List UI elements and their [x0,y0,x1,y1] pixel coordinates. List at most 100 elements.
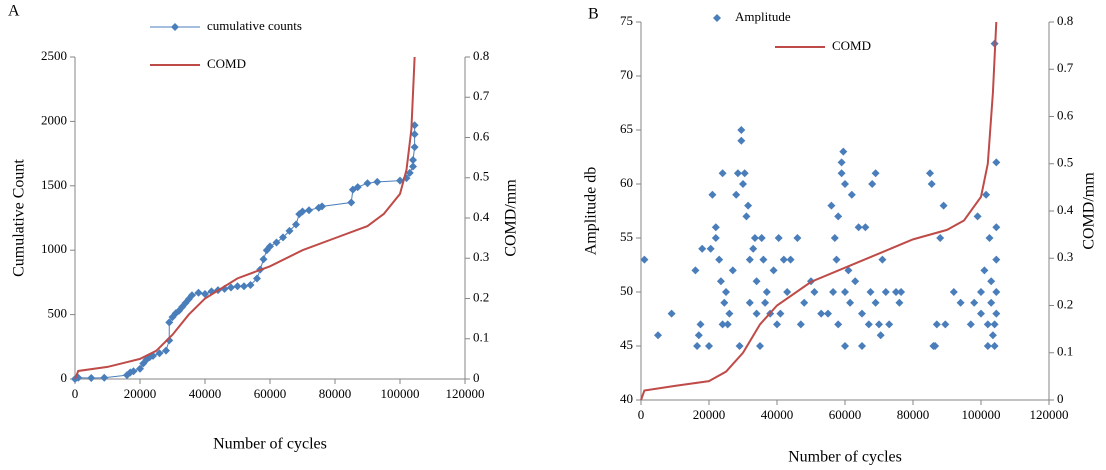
point [834,320,843,329]
point [373,177,382,186]
point [837,158,846,167]
point [694,331,703,340]
point [409,156,417,165]
y-tick-label: 65 [620,121,633,136]
point [861,223,870,232]
point [983,320,992,329]
point [87,373,96,382]
point [841,288,849,296]
x-tick-label: 60000 [254,386,287,401]
point [136,364,144,373]
point [927,180,936,188]
y-tick-label: 50 [620,283,633,298]
point [725,309,734,318]
point [830,234,839,242]
y2-axis-title: COMD/mm [1081,172,1098,250]
point [744,201,753,210]
point [762,288,771,296]
point [410,130,419,139]
y2-tick-label: 0.5 [473,169,489,184]
y2-tick-label: 0.2 [1057,296,1073,311]
x-tick-label: 100000 [381,386,420,401]
point [892,288,900,296]
x-tick-label: 40000 [189,386,222,401]
point [698,244,707,253]
point [233,282,242,291]
x-tick-label: 80000 [319,386,352,401]
y-tick-label: 1000 [41,241,67,256]
y2-tick-label: 0.3 [473,249,489,264]
point [353,183,362,192]
y2-tick-label: 0.4 [473,209,490,224]
point [129,367,138,376]
y-tick-label: 55 [620,229,633,244]
point [279,233,287,242]
y2-tick-label: 0.8 [473,48,489,63]
point [897,288,906,296]
y-tick-label: 60 [620,175,633,190]
point [749,244,758,253]
legend-label: COMD [207,56,246,71]
point [298,207,307,216]
point [162,346,170,355]
point [716,277,725,286]
point [723,320,732,329]
x-tick-label: 40000 [761,407,794,422]
line [74,125,416,380]
point [871,169,880,178]
point [640,255,649,264]
y-tick-label: 500 [48,306,68,321]
x-tick-label: 100000 [962,407,1001,422]
y-tick-label: 1500 [41,177,67,192]
point [165,336,174,345]
point [272,238,281,247]
point [824,309,832,318]
point [844,266,853,275]
point [100,373,109,382]
point [796,320,805,329]
point [992,255,1001,264]
point [834,212,843,221]
y-tick-label: 40 [620,391,633,406]
y2-tick-label: 0.2 [473,289,489,304]
point [253,274,261,283]
point [970,298,979,307]
point [410,143,419,152]
point [285,226,294,235]
point [259,255,268,264]
point [240,282,248,291]
point [992,223,1001,232]
point [737,126,746,134]
point [745,298,754,307]
point [776,309,785,318]
panel-label: B [588,6,599,23]
y2-tick-label: 0.6 [1057,107,1074,122]
point [201,289,209,298]
point [728,266,737,275]
point [779,255,788,264]
point [990,342,999,350]
point [839,147,848,156]
point [846,298,855,307]
point [165,318,174,327]
point [715,255,724,264]
point [977,288,985,296]
point [800,298,809,307]
point [757,234,766,242]
point [885,320,894,329]
point [878,255,887,264]
x-tick-label: 20000 [693,407,726,422]
y2-tick-label: 0 [473,370,480,385]
x-tick-label: 0 [638,407,645,422]
point [752,277,761,286]
point [246,280,255,289]
point [752,309,761,318]
point [837,169,846,178]
point [711,234,720,242]
point [987,298,996,307]
y2-axis-title: COMD/mm [503,179,520,257]
point [409,162,417,171]
point [829,288,838,296]
point [691,266,700,275]
